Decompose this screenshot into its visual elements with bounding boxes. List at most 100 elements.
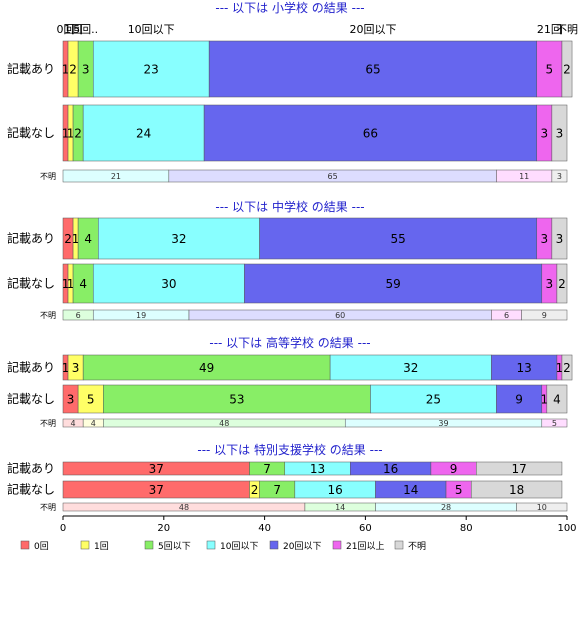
- bar-row-value-label-0回: 3: [67, 392, 75, 406]
- unknown-row-value-label-5回以下: 48: [219, 419, 229, 428]
- category-header-label: 20回以下: [349, 23, 396, 36]
- bar-row-value-label-0回: 1: [62, 126, 70, 140]
- bar-row-value-label-21回以上: 3: [540, 232, 548, 246]
- bar-row-value-label-不明: 4: [553, 392, 561, 406]
- x-tick-label: 60: [359, 523, 372, 534]
- bar-row-value-label-10回以下: 23: [144, 62, 159, 76]
- bar-row-value-label-5回以下: 2: [74, 126, 82, 140]
- unknown-row-value-label-0回: 48: [179, 503, 189, 512]
- x-tick-label: 100: [557, 523, 576, 534]
- bar-row-value-label-21回以上: 3: [540, 126, 548, 140]
- bar-row-segment-5回以下: [82, 354, 331, 381]
- bar-row-value-label-5回以下: 3: [82, 62, 90, 76]
- bar-row-value-label-不明: 3: [556, 232, 564, 246]
- bar-row-value-label-5回以下: 49: [199, 361, 214, 375]
- legend-label: 20回以下: [283, 541, 321, 552]
- row-label: 記載あり: [7, 461, 55, 476]
- bar-row-segment-10回以下: [98, 217, 260, 260]
- bar-row-value-label-21回以上: 3: [546, 277, 554, 291]
- legend-swatch: [20, 540, 30, 550]
- unknown-row-value-label-不明: 10: [537, 503, 547, 512]
- bar-row-value-label-1回: 5: [87, 392, 95, 406]
- bar-row-segment-10回以下: [92, 263, 245, 304]
- unknown-row-value-label-20回以下: 60: [335, 311, 345, 320]
- bar-row-segment-20回以下: [244, 263, 543, 304]
- section-title: --- 以下は 小学校 の結果 ---: [215, 0, 364, 15]
- row-label: 記載あり: [7, 231, 55, 246]
- unknown-row-value-label-10回以下: 39: [438, 419, 448, 428]
- bar-row-value-label-0回: 1: [62, 277, 70, 291]
- bar-row-segment-20回以下: [203, 104, 538, 162]
- bar-row-value-label-21回以上: 1: [556, 361, 564, 375]
- bar-row-segment-10回以下: [329, 354, 492, 381]
- unknown-row-value-label-20回以下: 65: [328, 172, 338, 181]
- unknown-row-label: 不明: [40, 172, 56, 181]
- bar-row-value-label-不明: 2: [558, 277, 566, 291]
- bar-row-value-label-不明: 2: [563, 62, 571, 76]
- bar-row-value-label-0回: 37: [149, 483, 164, 497]
- category-header-label: 1回: [64, 23, 82, 36]
- bar-row-value-label-10回以下: 32: [171, 232, 186, 246]
- unknown-row-value-label-10回以下: 28: [441, 503, 451, 512]
- bar-row-value-label-0回: 1: [62, 62, 70, 76]
- x-axis: 0 20 40 60 80 100: [60, 515, 577, 534]
- bar-row-value-label-5回以下: 7: [273, 483, 281, 497]
- bar-row-value-label-不明: 3: [556, 126, 564, 140]
- bar-row-value-label-21回以上: 9: [450, 462, 458, 476]
- bar-row-value-label-10回以下: 30: [161, 277, 176, 291]
- unknown-row-value-label-不明: 3: [557, 172, 562, 181]
- unknown-row-segment-不明: [521, 309, 568, 321]
- unknown-row-segment-不明: [516, 502, 568, 512]
- legend: 0回 1回 5回以下 10回以下 20回以下 21回以上 不明: [20, 540, 426, 552]
- bar-row-segment-20回以下: [208, 40, 538, 98]
- bar-row-value-label-1回: 1: [67, 277, 75, 291]
- bar-row-value-label-0回: 2: [64, 232, 72, 246]
- x-tick-label: 0: [60, 523, 66, 534]
- bar-row-segment-不明: [551, 217, 568, 260]
- bar-row-value-label-10回以下: 32: [403, 361, 418, 375]
- unknown-row-label: 不明: [40, 311, 56, 320]
- row-label: 記載なし: [7, 391, 55, 406]
- legend-swatch: [80, 540, 90, 550]
- x-tick-label: 80: [460, 523, 473, 534]
- bar-row-value-label-20回以下: 16: [383, 462, 398, 476]
- unknown-row-value-label-21回以上: 6: [504, 311, 509, 320]
- legend-label: 1回: [94, 541, 109, 552]
- bar-row-value-label-5回以下: 53: [229, 392, 244, 406]
- row-label: 記載あり: [7, 61, 55, 76]
- unknown-row-value-label-5回以下: 14: [335, 503, 345, 512]
- legend-swatch: [144, 540, 154, 550]
- bar-row-value-label-1回: 3: [72, 361, 80, 375]
- bar-row-value-label-5回以下: 7: [263, 462, 271, 476]
- bar-row-segment-不明: [561, 40, 573, 98]
- bar-row-value-label-5回以下: 4: [79, 277, 87, 291]
- x-tick-label: 40: [258, 523, 271, 534]
- bar-row-value-label-5回以下: 4: [84, 232, 92, 246]
- legend-label: 21回以上: [346, 541, 384, 552]
- legend-swatch: [269, 540, 279, 550]
- legend-label: 不明: [408, 541, 426, 552]
- legend-label: 10回以下: [220, 541, 258, 552]
- legend-label: 5回以下: [158, 541, 191, 552]
- bar-row-value-label-1回: 2: [69, 62, 77, 76]
- bar-row-value-label-0回: 1: [62, 361, 70, 375]
- unknown-row-segment-不明: [551, 169, 568, 183]
- legend-swatch: [332, 540, 342, 550]
- bar-row-value-label-不明: 2: [563, 361, 571, 375]
- section-title: --- 以下は 中学校 の結果 ---: [215, 199, 364, 214]
- bar-row-value-label-10回以下: 16: [328, 483, 343, 497]
- unknown-row-value-label-21回以上: 11: [519, 172, 529, 181]
- bar-row-segment-10回以下: [82, 104, 205, 162]
- bar-row-value-label-1回: 1: [72, 232, 80, 246]
- bar-row-value-label-10回以下: 13: [310, 462, 325, 476]
- row-label: 記載あり: [7, 360, 55, 375]
- bar-row-value-label-21回以上: 5: [546, 62, 554, 76]
- bar-row-value-label-20回以下: 13: [517, 361, 532, 375]
- bar-row-value-label-20回以下: 59: [385, 277, 400, 291]
- category-header-label: 5回..: [73, 23, 98, 36]
- bar-row-segment-20回以下: [259, 217, 538, 260]
- bar-row-value-label-10回以下: 25: [426, 392, 441, 406]
- legend-label: 0回: [34, 541, 49, 552]
